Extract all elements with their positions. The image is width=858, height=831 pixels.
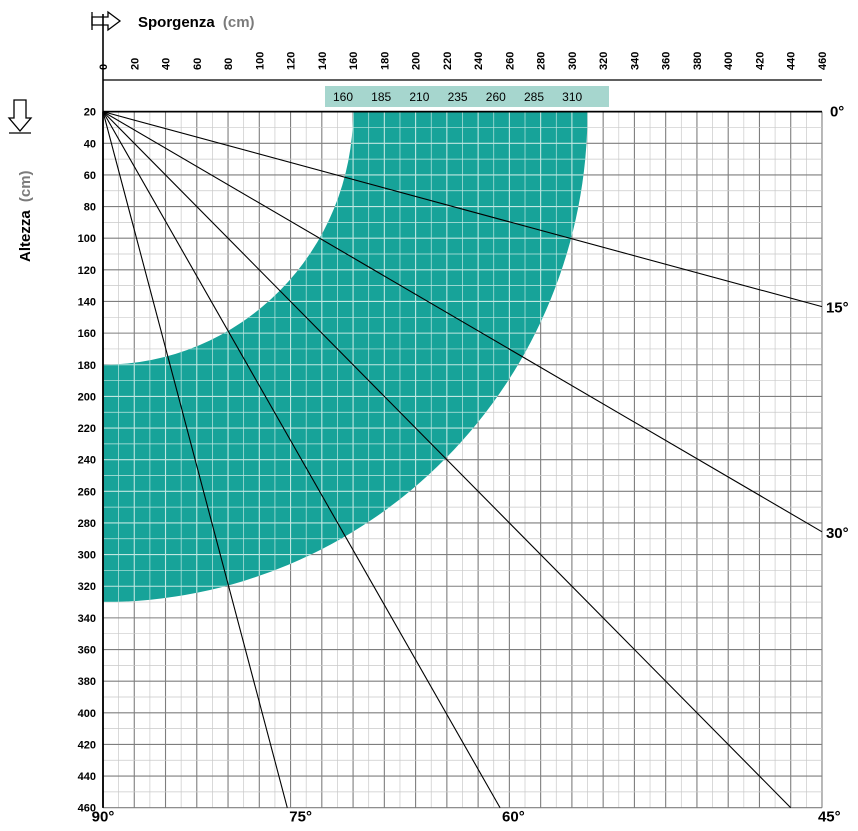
y-tick-label: 140 — [78, 296, 96, 308]
y-axis-label: Altezza — [17, 210, 34, 262]
y-axis-title: Altezza (cm) — [7, 99, 34, 262]
y-tick-label: 300 — [78, 550, 96, 562]
y-tick-label: 380 — [78, 676, 96, 688]
arrow-right-icon — [91, 10, 122, 32]
svg-text:Altezza (cm): Altezza (cm) — [17, 170, 34, 262]
x-tick-label: 400 — [723, 52, 735, 70]
angle-label-60: 60° — [502, 809, 525, 826]
y-tick-label: 260 — [78, 486, 96, 498]
axes — [102, 14, 822, 808]
x-tick-label: 80 — [223, 58, 235, 70]
y-tick-label: 220 — [78, 423, 96, 435]
projection-labels: 160 185 210 235 260 285 310 — [325, 86, 609, 107]
projection-label: 160 — [333, 90, 353, 104]
arrow-down-icon — [7, 99, 33, 134]
angle-line-15 — [102, 111, 823, 308]
projection-label: 210 — [409, 90, 429, 104]
y-tick-label: 400 — [78, 708, 96, 720]
y-axis-unit: (cm) — [17, 170, 34, 202]
projection-label: 235 — [448, 90, 468, 104]
projection-label: 185 — [371, 90, 391, 104]
y-tick-label: 420 — [78, 739, 96, 751]
x-tick-labels: 0 20 40 60 80 100 120 140 160 180 200 220 240 260 280 3… — [98, 52, 829, 70]
y-tick-label: 160 — [78, 328, 96, 340]
x-tick-label: 280 — [536, 52, 548, 70]
x-tick-label: 60 — [192, 58, 204, 70]
x-tick-label: 340 — [629, 52, 641, 70]
angle-labels: 0° 15° 30° 45° 60° 75° 90° — [92, 104, 849, 826]
x-tick-label: 40 — [161, 58, 173, 70]
angle-line-60 — [102, 111, 501, 808]
x-tick-label: 420 — [754, 52, 766, 70]
angle-label-30: 30° — [826, 525, 849, 542]
y-tick-label: 280 — [78, 518, 96, 530]
x-tick-label: 380 — [692, 52, 704, 70]
y-tick-label: 440 — [78, 771, 96, 783]
y-tick-label: 180 — [78, 360, 96, 372]
projection-band — [325, 86, 609, 107]
x-tick-label: 0 — [98, 64, 110, 70]
x-tick-label: 440 — [786, 52, 798, 70]
y-tick-label: 40 — [84, 138, 96, 150]
projection-label: 285 — [524, 90, 544, 104]
x-tick-label: 140 — [317, 52, 329, 70]
x-tick-label: 20 — [129, 58, 141, 70]
projection-label: 310 — [562, 90, 582, 104]
angle-label-75: 75° — [289, 809, 312, 826]
angle-line-45 — [102, 111, 792, 809]
angle-label-0: 0° — [830, 104, 844, 121]
x-tick-label: 240 — [473, 52, 485, 70]
angle-line-30 — [102, 111, 823, 533]
y-tick-label: 120 — [78, 265, 96, 277]
y-tick-label: 200 — [78, 391, 96, 403]
x-tick-label: 180 — [379, 52, 391, 70]
y-tick-label: 320 — [78, 581, 96, 593]
x-tick-label: 460 — [817, 52, 829, 70]
angle-label-45: 45° — [818, 809, 841, 826]
angle-label-90: 90° — [92, 809, 115, 826]
y-tick-labels: 20 40 60 80 100 120 140 160 180 200 220 240 260 280 30… — [78, 107, 96, 815]
y-tick-label: 240 — [78, 455, 96, 467]
x-tick-label: 200 — [411, 52, 423, 70]
y-tick-label: 60 — [84, 170, 96, 182]
y-tick-label: 360 — [78, 645, 96, 657]
x-axis-unit: (cm) — [223, 14, 255, 31]
y-tick-label: 80 — [84, 202, 96, 214]
x-tick-label: 300 — [567, 52, 579, 70]
projection-label: 260 — [486, 90, 506, 104]
x-tick-label: 220 — [442, 52, 454, 70]
x-tick-label: 360 — [661, 52, 673, 70]
y-tick-label: 460 — [78, 803, 96, 815]
x-tick-label: 120 — [286, 52, 298, 70]
x-axis-label: Sporgenza — [138, 14, 215, 31]
x-tick-label: 100 — [254, 52, 266, 70]
x-tick-label: 260 — [504, 52, 516, 70]
x-tick-label: 320 — [598, 52, 610, 70]
angle-line-75 — [102, 111, 288, 808]
y-tick-label: 340 — [78, 613, 96, 625]
angle-label-15: 15° — [826, 300, 849, 317]
x-axis-title: Sporgenza (cm) — [91, 10, 255, 32]
svg-text:Sporgenza (cm): Sporgenza (cm) — [138, 14, 255, 31]
x-tick-label: 160 — [348, 52, 360, 70]
y-tick-label: 20 — [84, 107, 96, 119]
y-tick-label: 100 — [78, 233, 96, 245]
